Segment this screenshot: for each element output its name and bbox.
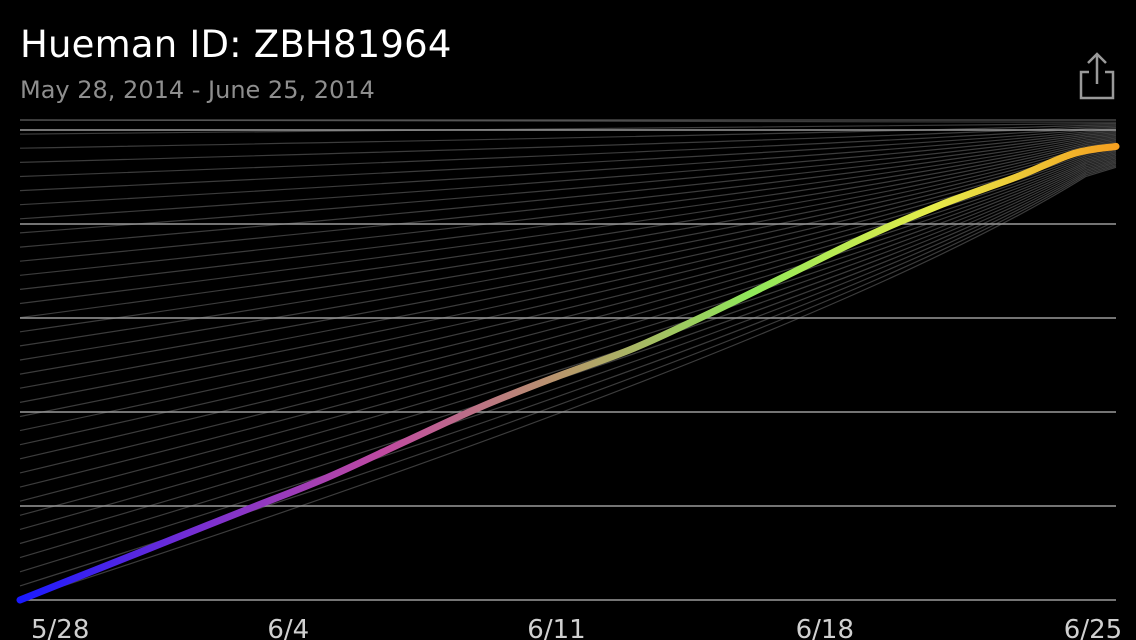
fan-line (19, 154, 1117, 474)
x-tick-label: 6/18 (796, 615, 854, 640)
fan-line (19, 140, 1117, 319)
data-series (16, 142, 1120, 604)
fan-line (19, 160, 1117, 530)
fan-line (19, 162, 1117, 559)
fan-line (19, 153, 1117, 460)
fan-line (19, 130, 1117, 220)
fan-line (19, 156, 1117, 488)
date-range: May 28, 2014 - June 25, 2014 (20, 76, 375, 104)
fan-line (19, 157, 1117, 502)
x-tick-label: 5/28 (31, 615, 89, 640)
share-button[interactable] (1076, 52, 1118, 102)
fan-line (19, 133, 1117, 248)
fan-line (19, 138, 1117, 305)
fan-line (19, 124, 1117, 149)
fan-line (19, 166, 1117, 601)
fan-line (19, 136, 1117, 276)
fan-line (19, 158, 1117, 516)
fan-line (19, 161, 1117, 545)
fan-line (19, 145, 1117, 375)
x-tick-label: 6/11 (527, 615, 585, 640)
header: Hueman ID: ZBH81964 May 28, 2014 - June … (20, 22, 452, 106)
fan-line (19, 128, 1117, 192)
series-line (16, 142, 1120, 604)
fan-line (19, 141, 1117, 333)
x-tick-label: 6/4 (267, 615, 309, 640)
fan-line (19, 137, 1117, 290)
share-icon (1079, 52, 1115, 100)
page-title: Hueman ID: ZBH81964 (20, 23, 452, 66)
fan-line (19, 134, 1117, 262)
x-axis-tick-labels: 5/28 6/4 6/11 6/18 6/25 (31, 615, 1122, 640)
fan-line (19, 150, 1117, 432)
fan-line (19, 129, 1117, 206)
fan-line (19, 146, 1117, 389)
fan-line (19, 152, 1117, 446)
fan-line (19, 164, 1117, 573)
x-tick-label: 6/25 (1064, 615, 1122, 640)
fan-line (19, 142, 1117, 347)
fan-lines (19, 119, 1117, 601)
fan-line (19, 144, 1117, 361)
fan-line (19, 132, 1117, 234)
fan-line (19, 126, 1117, 178)
grid-lines (20, 119, 1116, 601)
fan-line (19, 148, 1117, 403)
